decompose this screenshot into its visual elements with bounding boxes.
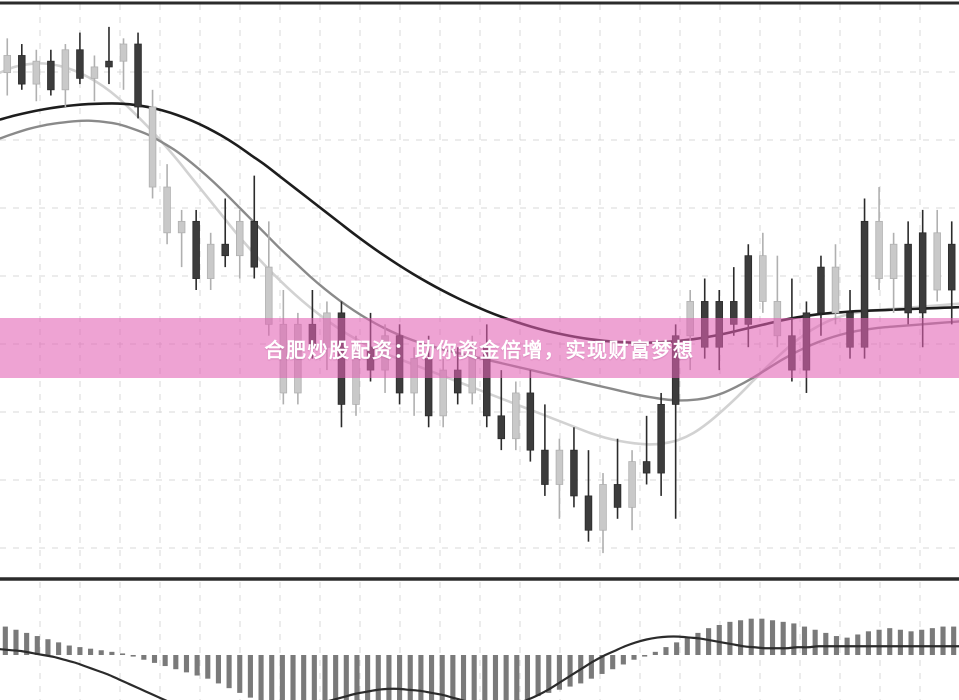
macd-histogram xyxy=(2,618,957,700)
panel-borders xyxy=(0,1,959,581)
promo-banner-text: 合肥炒股配资：助你资金倍增，实现财富梦想 xyxy=(264,339,695,362)
macd-signal-line xyxy=(0,635,959,700)
promo-banner[interactable]: 合肥炒股配资：助你资金倍增，实现财富梦想 xyxy=(0,318,959,378)
